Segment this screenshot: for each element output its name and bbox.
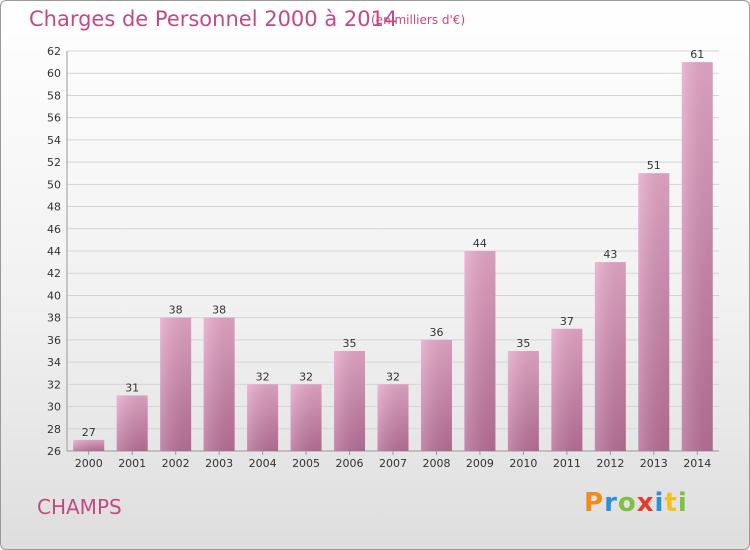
y-tick-label: 32 <box>47 378 61 391</box>
x-tick-label: 2010 <box>509 457 537 470</box>
bar-value-label: 51 <box>647 159 661 172</box>
logo-letter: P <box>584 488 605 518</box>
y-tick-label: 36 <box>47 334 61 347</box>
chart-title: Charges de Personnel 2000 à 2014 <box>29 7 398 31</box>
bar-shade <box>160 317 192 451</box>
bar-shade <box>594 262 626 451</box>
bar-value-label: 43 <box>603 248 617 261</box>
town-name: CHAMPS <box>37 495 122 519</box>
y-tick-label: 56 <box>47 112 61 125</box>
x-tick-label: 2000 <box>75 457 103 470</box>
bar-shade <box>334 351 366 451</box>
y-tick-label: 50 <box>47 178 61 191</box>
bar-value-label: 38 <box>169 304 183 317</box>
y-tick-label: 42 <box>47 267 61 280</box>
bar-value-label: 61 <box>690 48 704 61</box>
y-tick-label: 62 <box>47 45 61 58</box>
x-tick-label: 2006 <box>336 457 364 470</box>
bar-shade <box>377 384 409 451</box>
bars: 27 31 38 38 32 32 35 32 36 44 35 37 43 51 61 <box>73 48 713 451</box>
x-tick-label: 2014 <box>683 457 711 470</box>
x-tick-label: 2012 <box>596 457 624 470</box>
logo-letter: t <box>664 488 678 518</box>
bar-value-label: 37 <box>560 315 574 328</box>
bar-value-label: 35 <box>343 337 357 350</box>
bar-shade <box>247 384 279 451</box>
bar-shade <box>464 251 496 451</box>
y-tick-label: 44 <box>47 245 61 258</box>
bar-shade <box>507 351 539 451</box>
y-tick-label: 48 <box>47 201 61 214</box>
bar-shade <box>290 384 322 451</box>
bar-value-label: 27 <box>82 426 96 439</box>
logo-letter: i <box>677 488 688 518</box>
y-tick-label: 54 <box>47 134 61 147</box>
y-tick-label: 30 <box>47 401 61 414</box>
y-tick-label: 60 <box>47 67 61 80</box>
y-tick-label: 52 <box>47 156 61 169</box>
x-tick-label: 2002 <box>162 457 190 470</box>
logo-letter: o <box>617 488 637 518</box>
bar-shade <box>638 173 670 451</box>
bar-value-label: 44 <box>473 237 487 250</box>
bar-value-label: 32 <box>256 370 270 383</box>
bar-value-label: 35 <box>516 337 530 350</box>
x-axis: 2000 2001 2002 2003 2004 2005 2006 2007 2008 2009… <box>75 451 711 470</box>
bar-value-label: 31 <box>125 381 139 394</box>
bar-value-label: 38 <box>212 304 226 317</box>
x-tick-label: 2003 <box>205 457 233 470</box>
bar-shade <box>73 439 105 451</box>
y-tick-label: 28 <box>47 423 61 436</box>
y-tick-label: 40 <box>47 289 61 302</box>
logo-letter: x <box>636 488 655 518</box>
x-tick-label: 2011 <box>553 457 581 470</box>
y-tick-label: 26 <box>47 445 61 458</box>
x-tick-label: 2001 <box>118 457 146 470</box>
bar-shade <box>420 339 452 451</box>
bar-shade <box>551 328 583 451</box>
x-tick-label: 2004 <box>249 457 277 470</box>
y-tick-label: 38 <box>47 312 61 325</box>
bar-value-label: 32 <box>386 370 400 383</box>
bar-shade <box>116 395 148 451</box>
x-tick-label: 2013 <box>640 457 668 470</box>
y-tick-label: 34 <box>47 356 61 369</box>
proxiti-logo: Proxiti <box>584 488 688 518</box>
y-tick-label: 58 <box>47 89 61 102</box>
logo-letter: i <box>654 488 665 518</box>
bar-shade <box>203 317 235 451</box>
bar-value-label: 32 <box>299 370 313 383</box>
x-tick-label: 2005 <box>292 457 320 470</box>
logo-letter: r <box>604 488 618 518</box>
bar-shade <box>681 62 713 451</box>
y-axis: 26 28 30 32 34 36 38 40 42 44 46 48 50 52 54 56 58 60 62 <box>47 45 61 458</box>
x-tick-label: 2009 <box>466 457 494 470</box>
bar-value-label: 36 <box>429 326 443 339</box>
x-tick-label: 2008 <box>422 457 450 470</box>
x-tick-label: 2007 <box>379 457 407 470</box>
chart-unit: (en milliers d'€) <box>371 13 466 27</box>
y-tick-label: 46 <box>47 223 61 236</box>
